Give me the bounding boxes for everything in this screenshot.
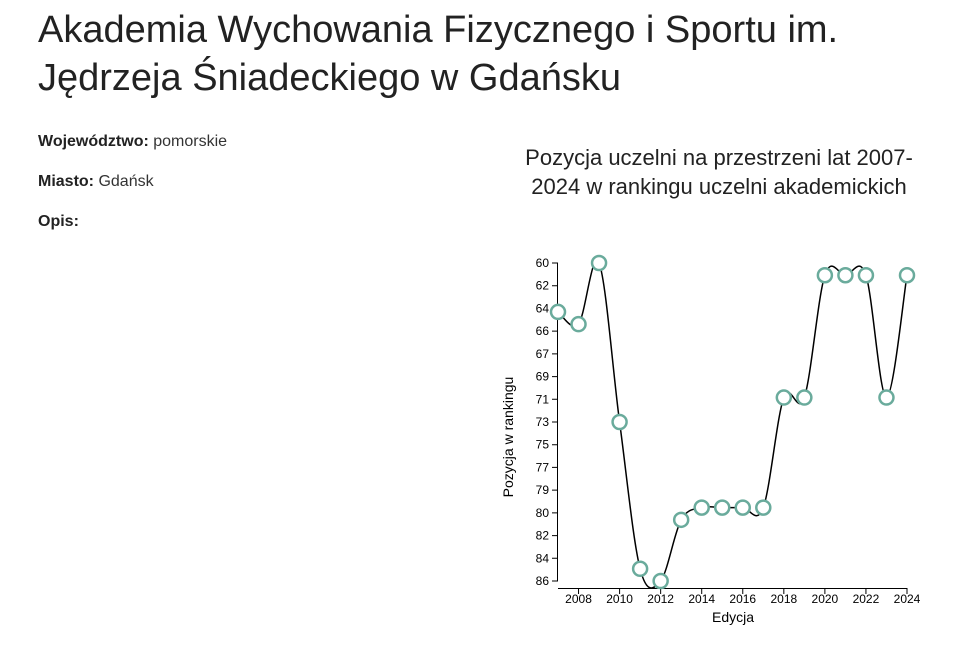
chart-title: Pozycja uczelni na przestrzeni lat 2007-… — [525, 145, 913, 199]
detail-label: Opis: — [38, 213, 79, 230]
point — [570, 315, 587, 333]
x-tick-label: 2010 — [606, 592, 633, 606]
x-tick-label: 2012 — [647, 592, 674, 606]
x-tick-label: 2020 — [812, 592, 839, 606]
y-tick-label: 67 — [536, 347, 550, 361]
details: Województwo: pomorskie Miasto: Gdańsk Op… — [38, 132, 227, 252]
y-tick-label: 75 — [536, 438, 550, 452]
point — [549, 303, 567, 321]
x-tick-label: 2024 — [894, 592, 921, 606]
point — [631, 560, 649, 578]
point — [816, 266, 834, 284]
y-tick-label: 77 — [536, 460, 550, 474]
x-tick-label: 2018 — [770, 592, 797, 606]
detail-value: Gdańsk — [98, 173, 154, 190]
y-tick-label: 60 — [536, 256, 550, 270]
x-tick-label: 2022 — [853, 592, 880, 606]
line — [557, 259, 908, 589]
y-tick-label: 84 — [536, 551, 550, 565]
point — [898, 266, 916, 284]
point — [734, 499, 752, 516]
point — [775, 389, 793, 406]
point — [652, 572, 669, 590]
point — [755, 499, 772, 516]
y-tick-label: 79 — [536, 483, 550, 497]
point — [713, 499, 731, 516]
y-tick-label: 64 — [536, 301, 550, 315]
detail-label: Miasto: — [38, 173, 94, 190]
point — [672, 511, 690, 529]
y-axis-label: Pozycja w rankingu — [500, 377, 516, 498]
point — [837, 266, 854, 284]
page-title: Akademia Wychowania Fizycznego i Sportu … — [38, 9, 839, 99]
y-tick-label: 69 — [536, 370, 550, 384]
y-tick-label: 62 — [536, 279, 550, 293]
point — [590, 254, 608, 272]
detail-row: Województwo: pomorskie — [38, 132, 227, 151]
point — [857, 266, 875, 284]
x-tick-label: 2014 — [688, 592, 715, 606]
x-tick-label: 2008 — [565, 592, 592, 606]
y-tick-label: 80 — [536, 506, 550, 520]
y-tick-label: 86 — [536, 574, 550, 588]
point — [611, 413, 628, 431]
detail-label: Województwo: — [38, 133, 149, 150]
point — [796, 389, 813, 406]
y-tick-label: 73 — [536, 415, 550, 429]
y-tick-label: 82 — [536, 529, 550, 543]
x-axis-label: Edycja — [712, 609, 754, 625]
detail-value: pomorskie — [153, 133, 228, 150]
detail-row: Miasto: Gdańsk — [38, 172, 227, 191]
y-tick-label: 66 — [536, 324, 550, 338]
point — [878, 389, 895, 406]
detail-row: Opis: — [38, 212, 227, 231]
point — [693, 499, 710, 516]
y-tick-label: 71 — [536, 392, 550, 406]
x-tick-label: 2016 — [729, 592, 756, 606]
